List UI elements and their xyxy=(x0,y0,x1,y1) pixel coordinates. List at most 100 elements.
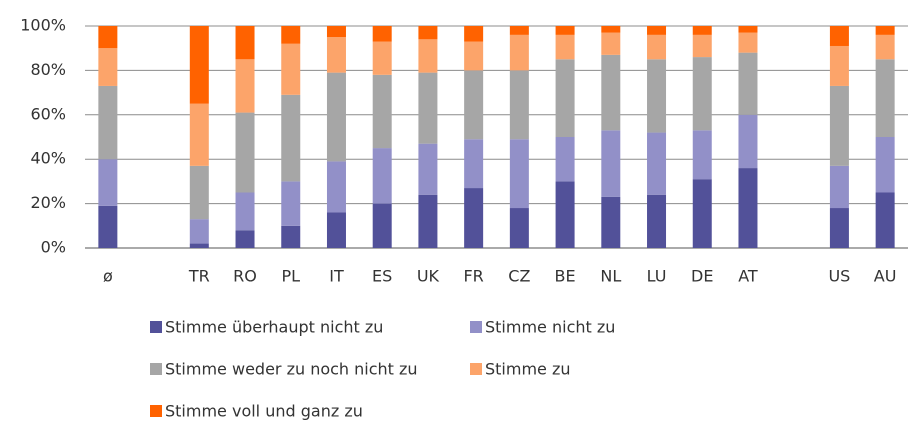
bar-segment xyxy=(555,34,575,60)
bar-segment xyxy=(464,139,484,189)
bar-segment xyxy=(829,165,849,209)
bar-segment xyxy=(875,34,895,60)
x-tick-label: PL xyxy=(281,267,300,286)
bar-segment xyxy=(98,205,118,248)
bar-segment xyxy=(555,181,575,248)
bar-segment xyxy=(464,188,484,248)
bar-segment xyxy=(875,26,895,35)
bar-segment xyxy=(464,70,484,140)
x-tick-label: NL xyxy=(600,267,621,286)
bar-segment xyxy=(326,212,346,248)
bar-segment xyxy=(738,52,758,115)
bar-segment xyxy=(875,59,895,137)
y-tick-label: 80% xyxy=(30,60,66,79)
x-tick-label: BE xyxy=(555,267,576,286)
bar-segment xyxy=(281,43,301,95)
bar-segment xyxy=(281,26,301,44)
bar-segment xyxy=(601,54,621,131)
bar-segment xyxy=(738,114,758,169)
bar-segment xyxy=(692,57,712,131)
bar-segment xyxy=(189,165,209,220)
bar-segment xyxy=(98,26,118,49)
bar-segment xyxy=(418,72,438,144)
bar-segment xyxy=(509,139,529,209)
bar-segment xyxy=(189,243,209,248)
bar-segment xyxy=(235,112,255,193)
bar-segment xyxy=(326,72,346,162)
bar-segment xyxy=(326,37,346,73)
bar-segment xyxy=(372,148,392,204)
bar-segment xyxy=(555,59,575,137)
bar-segment xyxy=(647,34,667,60)
x-tick-label: ES xyxy=(372,267,392,286)
bar-segment xyxy=(281,181,301,226)
bar-segment xyxy=(829,26,849,46)
x-tick-label: IT xyxy=(329,267,344,286)
bar-segment xyxy=(509,26,529,35)
bar-segment xyxy=(235,26,255,60)
bar-segment xyxy=(98,159,118,206)
bar-segment xyxy=(189,26,209,104)
y-tick-label: 60% xyxy=(30,104,66,123)
bar-segment xyxy=(189,219,209,244)
bar-segment xyxy=(189,103,209,166)
legend-label: Stimme weder zu noch nicht zu xyxy=(165,360,418,379)
x-tick-label: CZ xyxy=(508,267,530,286)
legend-swatch xyxy=(150,405,162,417)
bar-segment xyxy=(555,137,575,182)
legend-label: Stimme nicht zu xyxy=(485,318,615,337)
bar-segment xyxy=(647,26,667,35)
bar-segment xyxy=(601,196,621,248)
bar-segment xyxy=(235,192,255,231)
bar-segment xyxy=(509,208,529,248)
x-tick-label: US xyxy=(828,267,850,286)
bar-segment xyxy=(692,179,712,248)
legend-label: Stimme voll und ganz zu xyxy=(165,402,363,421)
bar-segment xyxy=(509,70,529,140)
bar-segment xyxy=(875,137,895,193)
bar-segment xyxy=(418,39,438,73)
bar-segment xyxy=(372,74,392,149)
bar-segment xyxy=(555,26,575,35)
legend-swatch xyxy=(470,321,482,333)
bar-segment xyxy=(738,32,758,53)
bar-segment xyxy=(326,26,346,38)
bar-segment xyxy=(738,26,758,33)
bar-segment xyxy=(601,26,621,33)
bar-segment xyxy=(509,34,529,71)
bar-segment xyxy=(235,230,255,248)
bar-segment xyxy=(418,194,438,248)
bar-segment xyxy=(829,208,849,248)
bar-segment xyxy=(418,26,438,40)
bar-segment xyxy=(281,94,301,182)
y-tick-label: 40% xyxy=(30,149,66,168)
x-tick-label: AT xyxy=(738,267,758,286)
bar-segment xyxy=(692,34,712,58)
x-tick-label: TR xyxy=(188,267,210,286)
y-tick-label: 100% xyxy=(20,16,66,35)
bar-segment xyxy=(281,225,301,248)
bar-segment xyxy=(829,45,849,86)
bar-segment xyxy=(464,41,484,71)
x-tick-label: ø xyxy=(103,267,113,286)
bar-segment xyxy=(418,143,438,195)
bar-segment xyxy=(875,192,895,248)
bar-segment xyxy=(464,26,484,42)
legend-swatch xyxy=(470,363,482,375)
bar-segment xyxy=(235,59,255,113)
bar-segment xyxy=(647,59,667,133)
bar-segment xyxy=(601,130,621,197)
x-tick-label: AU xyxy=(874,267,897,286)
bar-segment xyxy=(692,130,712,180)
bar-segment xyxy=(98,85,118,160)
bar-segment xyxy=(647,194,667,248)
bar-segment xyxy=(601,32,621,55)
y-tick-label: 20% xyxy=(30,193,66,212)
bar-segment xyxy=(372,26,392,42)
x-tick-label: FR xyxy=(463,267,483,286)
bar-segment xyxy=(326,161,346,213)
x-tick-label: RO xyxy=(233,267,257,286)
legend-label: Stimme zu xyxy=(485,360,571,379)
bar-segment xyxy=(647,132,667,195)
